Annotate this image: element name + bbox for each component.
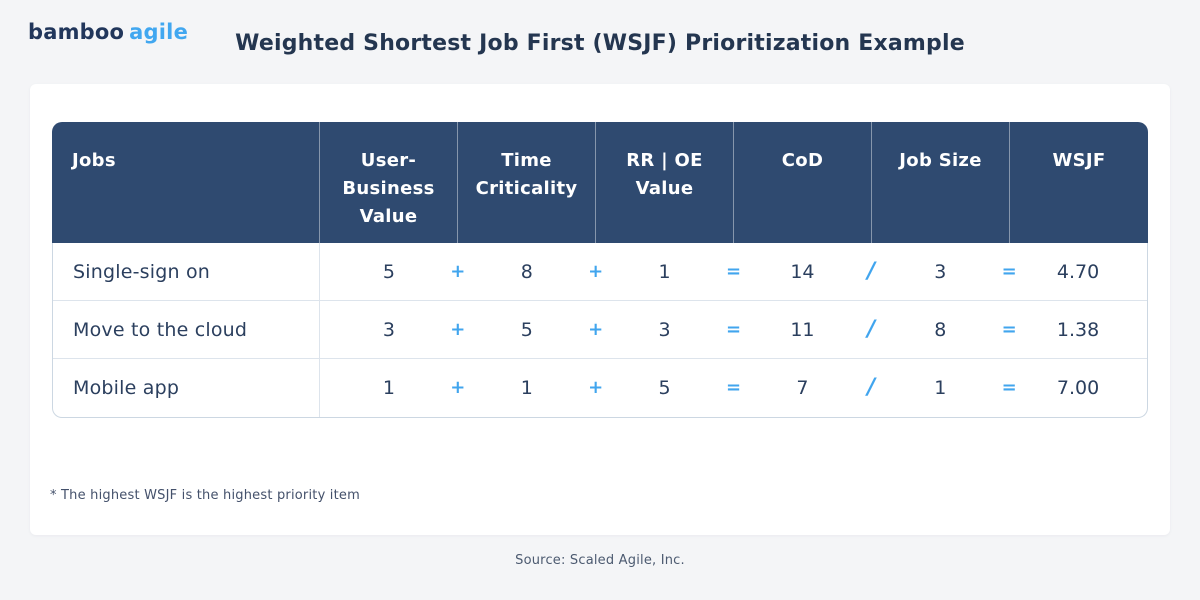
column-header-wsjf: WSJF — [1010, 122, 1148, 243]
column-header-label: RR | OE Value — [626, 150, 703, 199]
value-cell: +1 — [588, 243, 734, 300]
bamboo-agile-logo: bamboo agile — [28, 20, 188, 44]
cell-value: 14 — [790, 260, 815, 283]
column-header-label: WSJF — [1052, 150, 1106, 171]
page-title: Weighted Shortest Job First (WSJF) Prior… — [235, 31, 965, 56]
logo-text-agile: agile — [129, 20, 189, 44]
column-header-user-business-value: User-Business Value — [320, 122, 458, 243]
value-cell: +1 — [450, 359, 596, 417]
equals-operator: = — [725, 377, 742, 398]
equals-operator: = — [1001, 260, 1017, 282]
table-body: Single-sign on 5 +8 +1 = 14 /3 = 4.70 Move… — [52, 243, 1148, 418]
value-cell: +8 — [450, 243, 596, 300]
cell-value: 1.38 — [1056, 318, 1100, 341]
column-header-label: Time Criticality — [475, 150, 578, 199]
content-card: Jobs User-Business Value Time Criticalit… — [30, 84, 1170, 535]
plus-operator: + — [450, 318, 466, 340]
plus-operator: + — [588, 260, 604, 282]
value-cell: /3 — [867, 243, 1009, 300]
value-cell: 3 — [320, 301, 458, 358]
job-name: Single-sign on — [53, 243, 320, 300]
table-row: Single-sign on 5 +8 +1 = 14 /3 = 4.70 — [53, 243, 1147, 301]
value-cell: = 7 — [726, 359, 871, 417]
value-cell: 5 — [320, 243, 458, 300]
value-cell: 1 — [320, 359, 458, 417]
divide-operator: / — [867, 375, 876, 400]
table-header-row: Jobs User-Business Value Time Criticalit… — [52, 122, 1148, 243]
column-header-rr-oe-value: RR | OE Value — [596, 122, 734, 243]
column-header-time-criticality: Time Criticality — [458, 122, 596, 243]
value-cell: /8 — [867, 301, 1009, 358]
column-header-jobs: Jobs — [52, 122, 320, 243]
top-bar: bamboo agile Weighted Shortest Job First … — [0, 0, 1200, 70]
cell-value: 8 — [934, 318, 947, 341]
equals-operator: = — [1001, 318, 1017, 340]
plus-operator: + — [450, 260, 466, 282]
column-header-label: Job Size — [899, 150, 982, 171]
value-cell: +5 — [450, 301, 596, 358]
column-header-label: Jobs — [72, 150, 116, 171]
column-header-label: User-Business Value — [342, 150, 435, 227]
table-row: Move to the cloud 3 +5 +3 = 11 /8 = 1.38 — [53, 301, 1147, 359]
cell-value: 1 — [520, 377, 533, 399]
table-row: Mobile app 1 +1 +5 = 7 /1 = 7.00 — [53, 359, 1147, 417]
equals-operator: = — [1001, 377, 1017, 398]
cell-value: 11 — [790, 318, 815, 341]
cell-value: 8 — [520, 260, 533, 283]
divide-operator: / — [867, 258, 876, 284]
job-name: Move to the cloud — [53, 301, 320, 358]
value-cell: = 4.70 — [1002, 243, 1147, 300]
cell-value: 1 — [934, 377, 947, 399]
plus-operator: + — [450, 377, 466, 398]
cell-value: 7 — [796, 377, 809, 399]
cell-value: 5 — [520, 318, 533, 341]
cell-value: 1 — [382, 377, 395, 399]
cell-value: 3 — [658, 318, 671, 341]
job-name: Mobile app — [53, 359, 320, 417]
value-cell: = 1.38 — [1002, 301, 1147, 358]
cell-value: 1 — [658, 260, 671, 283]
value-cell: = 11 — [726, 301, 871, 358]
column-header-cod: CoD — [734, 122, 872, 243]
cell-value: 4.70 — [1056, 260, 1100, 283]
cell-value: 3 — [934, 260, 947, 283]
cell-value: 3 — [382, 318, 395, 341]
value-cell: +5 — [588, 359, 734, 417]
cell-value: 5 — [382, 260, 395, 283]
column-header-job-size: Job Size — [872, 122, 1010, 243]
cell-value: 7.00 — [1056, 377, 1100, 399]
plus-operator: + — [588, 318, 604, 340]
value-cell: = 14 — [726, 243, 871, 300]
plus-operator: + — [588, 377, 604, 398]
divide-operator: / — [867, 316, 876, 342]
equals-operator: = — [725, 318, 742, 340]
value-cell: = 7.00 — [1002, 359, 1147, 417]
source-attribution: Source: Scaled Agile, Inc. — [515, 553, 685, 568]
value-cell: +3 — [588, 301, 734, 358]
footnote: * The highest WSJF is the highest priori… — [50, 488, 360, 503]
column-header-label: CoD — [781, 150, 824, 171]
logo-text-bamboo: bamboo — [28, 20, 125, 44]
wsjf-table: Jobs User-Business Value Time Criticalit… — [52, 122, 1148, 418]
equals-operator: = — [725, 260, 742, 282]
cell-value: 5 — [658, 377, 671, 399]
value-cell: /1 — [867, 359, 1009, 417]
